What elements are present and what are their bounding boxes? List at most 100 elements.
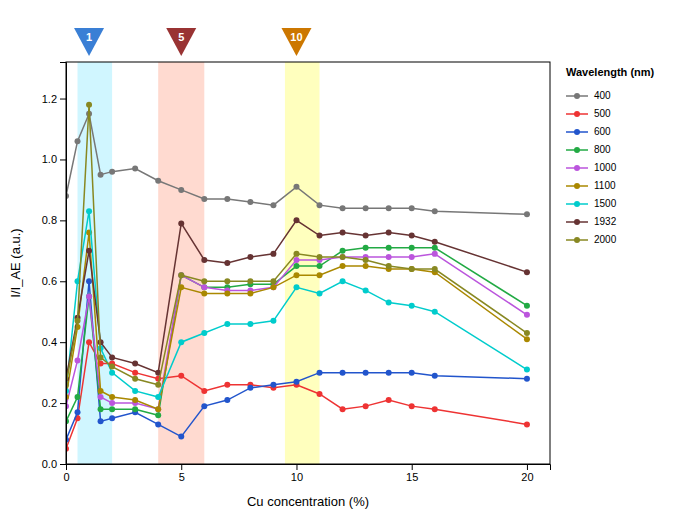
series-point — [270, 278, 276, 284]
series — [66, 339, 530, 452]
series-point — [317, 272, 323, 278]
legend-label: 1100 — [594, 180, 616, 191]
tick: 0 — [63, 464, 69, 483]
series-point — [109, 406, 115, 412]
series-point — [524, 269, 530, 275]
tick-mark — [60, 342, 66, 343]
series-point — [178, 272, 184, 278]
annotation-arrow — [74, 28, 104, 56]
legend-marker — [574, 237, 580, 243]
plot-frame — [66, 62, 550, 464]
series-point — [247, 321, 253, 327]
tick-mark — [527, 464, 528, 470]
series-point — [178, 187, 184, 193]
series-point — [409, 303, 415, 309]
series-point — [317, 263, 323, 269]
series-point — [98, 388, 104, 394]
series-point — [224, 382, 230, 388]
series-point — [132, 397, 138, 403]
series-point — [432, 406, 438, 412]
series-point — [317, 290, 323, 296]
series-line — [66, 233, 527, 410]
series-point — [75, 138, 81, 144]
series-point — [524, 330, 530, 336]
series-line — [66, 114, 527, 215]
axis-line — [67, 465, 551, 471]
series-point — [293, 251, 299, 257]
series-point — [432, 266, 438, 272]
series-point — [201, 403, 207, 409]
legend-label: 800 — [594, 144, 611, 155]
tick-label: 0.4 — [42, 336, 57, 348]
series-point — [432, 309, 438, 315]
series-point — [201, 284, 207, 290]
legend-marker — [574, 111, 580, 117]
legend-marker — [574, 93, 580, 99]
series-point — [432, 245, 438, 251]
legend-marker — [574, 201, 580, 207]
series-point — [75, 357, 81, 363]
series-point — [155, 382, 161, 388]
legend-marker — [574, 165, 580, 171]
series-point — [409, 370, 415, 376]
series-point — [132, 388, 138, 394]
tick: 15 — [406, 464, 418, 483]
series-point — [224, 260, 230, 266]
y-axis-title: I/I_AE (a.u.) — [8, 228, 23, 297]
series — [66, 230, 530, 413]
legend-marker — [574, 129, 580, 135]
series — [66, 217, 530, 381]
series-point — [386, 300, 392, 306]
series-point — [155, 412, 161, 418]
annotation-label: 10 — [290, 31, 302, 43]
series-point — [363, 205, 369, 211]
series-point — [86, 278, 92, 284]
series-point — [178, 220, 184, 226]
tick-label: 10 — [291, 471, 303, 483]
series-point — [132, 361, 138, 367]
y-axis: 0.00.20.40.60.81.01.2 — [42, 63, 67, 471]
series-point — [270, 382, 276, 388]
series-point — [75, 394, 81, 400]
series-point — [86, 294, 92, 300]
annotation-label: 5 — [178, 31, 184, 43]
background-band — [285, 62, 320, 464]
series-point — [247, 385, 253, 391]
series-point — [86, 208, 92, 214]
series-point — [155, 406, 161, 412]
tick: 0.8 — [42, 214, 66, 226]
tick: 0.0 — [42, 458, 66, 470]
series-point — [98, 418, 104, 424]
series-point — [86, 248, 92, 254]
series-point — [201, 284, 207, 290]
series — [66, 111, 530, 217]
tick-mark — [181, 464, 182, 470]
series-point — [98, 354, 104, 360]
series-point — [247, 199, 253, 205]
tick-mark — [60, 220, 66, 221]
series-point — [132, 370, 138, 376]
legend-label: 400 — [594, 90, 611, 101]
legend-entry: 800 — [566, 144, 611, 155]
series-line — [66, 105, 527, 385]
series-point — [201, 388, 207, 394]
series-point — [293, 217, 299, 223]
series-point — [224, 290, 230, 296]
legend-marker — [574, 219, 580, 225]
series-point — [270, 284, 276, 290]
legend-label: 1500 — [594, 198, 617, 209]
series — [66, 208, 530, 400]
series-line — [66, 248, 527, 422]
series-point — [524, 336, 530, 342]
series-point — [109, 169, 115, 175]
series-point — [524, 312, 530, 318]
annotation-label: 1 — [86, 31, 92, 43]
series-point — [340, 248, 346, 254]
series-point — [409, 233, 415, 239]
series-point — [432, 239, 438, 245]
tick: 1.0 — [42, 153, 66, 165]
series-point — [155, 394, 161, 400]
series-point — [293, 263, 299, 269]
series-line — [66, 211, 527, 397]
series-point — [293, 379, 299, 385]
